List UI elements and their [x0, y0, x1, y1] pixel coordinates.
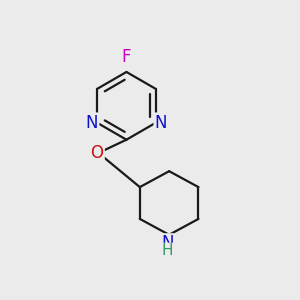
Text: N: N — [161, 234, 174, 252]
Text: N: N — [85, 114, 98, 132]
Text: N: N — [155, 114, 167, 132]
Text: H: H — [162, 244, 173, 259]
Text: O: O — [91, 144, 103, 162]
Text: F: F — [122, 48, 131, 66]
